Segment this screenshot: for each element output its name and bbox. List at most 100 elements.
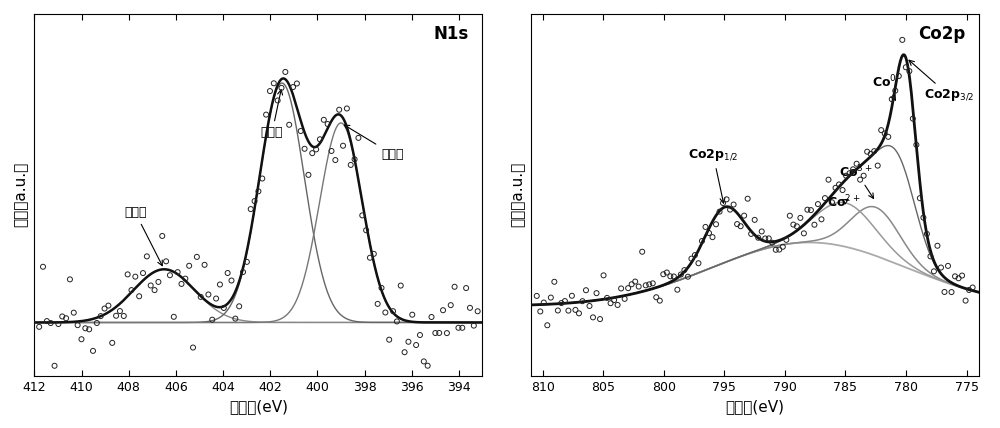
Point (944, 288, 960, 295)
Point (687, 252, 703, 259)
Point (863, 151, 879, 158)
Point (81, 326, 97, 333)
Point (754, 228, 770, 235)
Point (733, 223, 749, 230)
Point (443, 302, 459, 309)
Point (397, 349, 413, 356)
Point (139, 253, 155, 260)
Point (150, 279, 166, 285)
Point (659, 269, 675, 276)
Point (813, 216, 829, 223)
Point (771, 246, 787, 253)
Point (933, 264, 949, 271)
Point (705, 234, 721, 241)
Point (239, 259, 255, 265)
Point (539, 322, 555, 329)
Point (131, 293, 147, 300)
Point (147, 287, 163, 294)
X-axis label: 结合能(eV): 结合能(eV) (725, 399, 784, 414)
Point (546, 278, 562, 285)
Point (662, 273, 678, 280)
Point (908, 141, 924, 148)
Point (458, 285, 474, 291)
Point (231, 303, 247, 310)
Point (680, 273, 696, 280)
Point (62, 276, 78, 283)
Point (951, 275, 967, 282)
Point (123, 287, 139, 294)
Point (606, 297, 622, 303)
Point (112, 308, 128, 315)
Y-axis label: 强度（a.u.）: 强度（a.u.） (510, 162, 525, 227)
Point (470, 308, 486, 315)
Point (304, 150, 320, 157)
Point (166, 313, 182, 320)
Point (603, 300, 619, 306)
Point (550, 307, 566, 314)
Point (400, 338, 416, 345)
Point (462, 304, 478, 311)
Text: Co$^{3+}$: Co$^{3+}$ (839, 163, 874, 199)
Point (435, 307, 451, 314)
Point (690, 260, 706, 267)
Point (108, 312, 124, 319)
Point (216, 304, 232, 311)
Point (785, 221, 801, 228)
Point (366, 250, 382, 257)
Point (940, 262, 956, 269)
Point (638, 282, 654, 289)
Point (905, 115, 921, 122)
Text: Co2p$_{3/2}$: Co2p$_{3/2}$ (909, 60, 974, 104)
Point (922, 253, 938, 260)
Point (297, 146, 313, 152)
Point (335, 143, 351, 149)
Point (189, 253, 205, 260)
Point (775, 244, 791, 250)
Point (958, 297, 974, 304)
Point (715, 199, 731, 206)
Point (285, 83, 301, 90)
Point (673, 271, 689, 278)
Point (849, 160, 865, 167)
Point (553, 300, 569, 306)
Point (701, 229, 717, 236)
Point (323, 148, 339, 155)
Point (158, 258, 174, 265)
Point (631, 283, 647, 290)
Text: 吡啶氮: 吡啶氮 (344, 125, 404, 160)
Point (887, 87, 903, 94)
Point (799, 206, 815, 213)
Point (85, 348, 101, 354)
Point (466, 322, 482, 329)
Point (120, 271, 136, 278)
Point (961, 287, 977, 294)
Point (536, 299, 552, 306)
Point (831, 181, 847, 188)
Point (782, 212, 798, 219)
X-axis label: 结合能(eV): 结合能(eV) (229, 399, 288, 414)
Point (408, 342, 424, 348)
Point (427, 330, 443, 336)
Point (39, 318, 55, 324)
Point (810, 201, 826, 208)
Point (747, 217, 763, 223)
Text: 吡咯氮: 吡咯氮 (261, 89, 283, 139)
Point (560, 307, 576, 314)
Point (143, 282, 159, 289)
Point (845, 166, 861, 173)
Point (50, 321, 66, 327)
Point (627, 278, 643, 285)
Point (669, 286, 685, 293)
Point (655, 271, 671, 278)
Point (347, 156, 363, 163)
Point (439, 330, 455, 336)
Text: N1s: N1s (434, 25, 469, 43)
Point (362, 254, 378, 261)
Point (768, 247, 784, 253)
Point (824, 199, 840, 206)
Point (223, 277, 239, 284)
Point (331, 106, 347, 113)
Point (567, 306, 583, 313)
Text: Co2p$_{1/2}$: Co2p$_{1/2}$ (688, 148, 738, 203)
Point (450, 324, 466, 331)
